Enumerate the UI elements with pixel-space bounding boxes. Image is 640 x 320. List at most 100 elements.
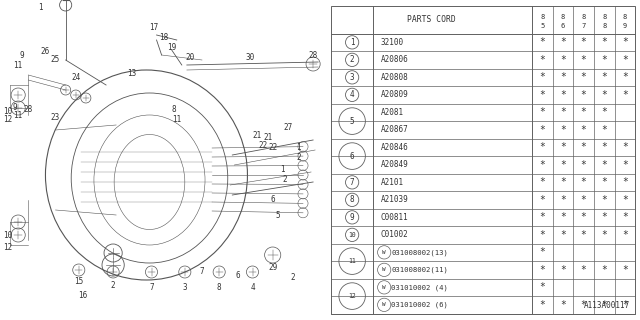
Text: *: * bbox=[601, 265, 607, 275]
Text: 13: 13 bbox=[127, 68, 136, 77]
Text: *: * bbox=[560, 177, 566, 187]
Text: *: * bbox=[560, 265, 566, 275]
Text: 7: 7 bbox=[149, 284, 154, 292]
Text: *: * bbox=[622, 265, 628, 275]
Text: *: * bbox=[580, 55, 586, 65]
Text: 031010002 (6): 031010002 (6) bbox=[392, 301, 449, 308]
Text: A20867: A20867 bbox=[381, 125, 408, 134]
Text: 8: 8 bbox=[602, 23, 606, 29]
Text: *: * bbox=[601, 142, 607, 152]
Text: 5: 5 bbox=[350, 116, 355, 125]
Text: 2: 2 bbox=[111, 281, 115, 290]
Text: *: * bbox=[622, 230, 628, 240]
Text: *: * bbox=[580, 230, 586, 240]
Text: *: * bbox=[560, 230, 566, 240]
Text: *: * bbox=[601, 55, 607, 65]
Text: 29: 29 bbox=[268, 263, 277, 273]
Text: C00811: C00811 bbox=[381, 213, 408, 222]
Text: 8: 8 bbox=[623, 14, 627, 20]
Text: PARTS CORD: PARTS CORD bbox=[407, 15, 456, 25]
Text: A21039: A21039 bbox=[381, 195, 408, 204]
Text: 2: 2 bbox=[350, 55, 355, 64]
Text: *: * bbox=[560, 55, 566, 65]
Text: *: * bbox=[540, 90, 545, 100]
Text: 2: 2 bbox=[297, 153, 301, 162]
Text: *: * bbox=[622, 212, 628, 222]
Text: *: * bbox=[540, 247, 545, 257]
Text: *: * bbox=[601, 37, 607, 47]
Text: 32100: 32100 bbox=[381, 38, 404, 47]
Text: 1: 1 bbox=[280, 165, 285, 174]
Text: *: * bbox=[601, 177, 607, 187]
Text: *: * bbox=[622, 37, 628, 47]
Text: A20849: A20849 bbox=[381, 160, 408, 169]
Text: A2081: A2081 bbox=[381, 108, 404, 117]
Text: 8: 8 bbox=[172, 106, 176, 115]
Text: 031008002(13): 031008002(13) bbox=[392, 249, 449, 256]
Text: 28: 28 bbox=[308, 51, 317, 60]
Text: 031010002 (4): 031010002 (4) bbox=[392, 284, 449, 291]
Text: *: * bbox=[601, 160, 607, 170]
Text: *: * bbox=[601, 72, 607, 82]
Text: *: * bbox=[622, 300, 628, 310]
Text: *: * bbox=[622, 55, 628, 65]
Text: 2: 2 bbox=[282, 175, 287, 185]
Text: 6: 6 bbox=[561, 23, 565, 29]
Text: 5: 5 bbox=[275, 211, 280, 220]
Text: 5: 5 bbox=[540, 23, 544, 29]
Text: 3: 3 bbox=[182, 284, 187, 292]
Text: *: * bbox=[601, 230, 607, 240]
Text: A2101: A2101 bbox=[381, 178, 404, 187]
Text: *: * bbox=[560, 72, 566, 82]
Text: 031008002(11): 031008002(11) bbox=[392, 267, 449, 273]
Text: 9: 9 bbox=[623, 23, 627, 29]
Text: *: * bbox=[580, 72, 586, 82]
Text: 6: 6 bbox=[270, 196, 275, 204]
Text: *: * bbox=[560, 300, 566, 310]
Text: C01002: C01002 bbox=[381, 230, 408, 239]
Text: 1: 1 bbox=[38, 4, 43, 12]
Text: *: * bbox=[560, 107, 566, 117]
Text: 21: 21 bbox=[263, 133, 272, 142]
Text: 17: 17 bbox=[149, 23, 158, 33]
Text: *: * bbox=[622, 90, 628, 100]
Text: *: * bbox=[560, 212, 566, 222]
Text: *: * bbox=[560, 142, 566, 152]
Text: *: * bbox=[540, 55, 545, 65]
Text: 21: 21 bbox=[253, 131, 262, 140]
Text: *: * bbox=[540, 72, 545, 82]
Text: 11: 11 bbox=[172, 116, 181, 124]
Text: 28: 28 bbox=[24, 106, 33, 115]
Text: 7: 7 bbox=[581, 23, 586, 29]
Text: *: * bbox=[580, 37, 586, 47]
Text: *: * bbox=[601, 90, 607, 100]
Text: 24: 24 bbox=[71, 74, 81, 83]
Text: 6: 6 bbox=[235, 270, 239, 279]
Text: 18: 18 bbox=[159, 34, 168, 43]
Text: A20806: A20806 bbox=[381, 55, 408, 64]
Text: 12: 12 bbox=[3, 243, 13, 252]
Text: *: * bbox=[560, 125, 566, 135]
Text: 23: 23 bbox=[51, 114, 60, 123]
Text: *: * bbox=[560, 90, 566, 100]
Text: 12: 12 bbox=[348, 293, 356, 299]
Text: *: * bbox=[601, 300, 607, 310]
Text: 10: 10 bbox=[3, 108, 13, 116]
Text: *: * bbox=[580, 142, 586, 152]
Text: *: * bbox=[540, 230, 545, 240]
Text: 6: 6 bbox=[350, 152, 355, 161]
Text: *: * bbox=[580, 125, 586, 135]
Text: 16: 16 bbox=[78, 291, 88, 300]
Text: 4: 4 bbox=[250, 284, 255, 292]
Text: *: * bbox=[540, 142, 545, 152]
Text: 26: 26 bbox=[41, 47, 50, 57]
Text: 20: 20 bbox=[185, 53, 195, 62]
Text: *: * bbox=[580, 177, 586, 187]
Text: 12: 12 bbox=[3, 116, 13, 124]
Text: 8: 8 bbox=[217, 284, 221, 292]
Text: 1: 1 bbox=[296, 143, 300, 153]
Text: 8: 8 bbox=[602, 14, 606, 20]
Text: 11: 11 bbox=[13, 60, 23, 69]
Text: 4: 4 bbox=[350, 90, 355, 99]
Text: *: * bbox=[601, 212, 607, 222]
